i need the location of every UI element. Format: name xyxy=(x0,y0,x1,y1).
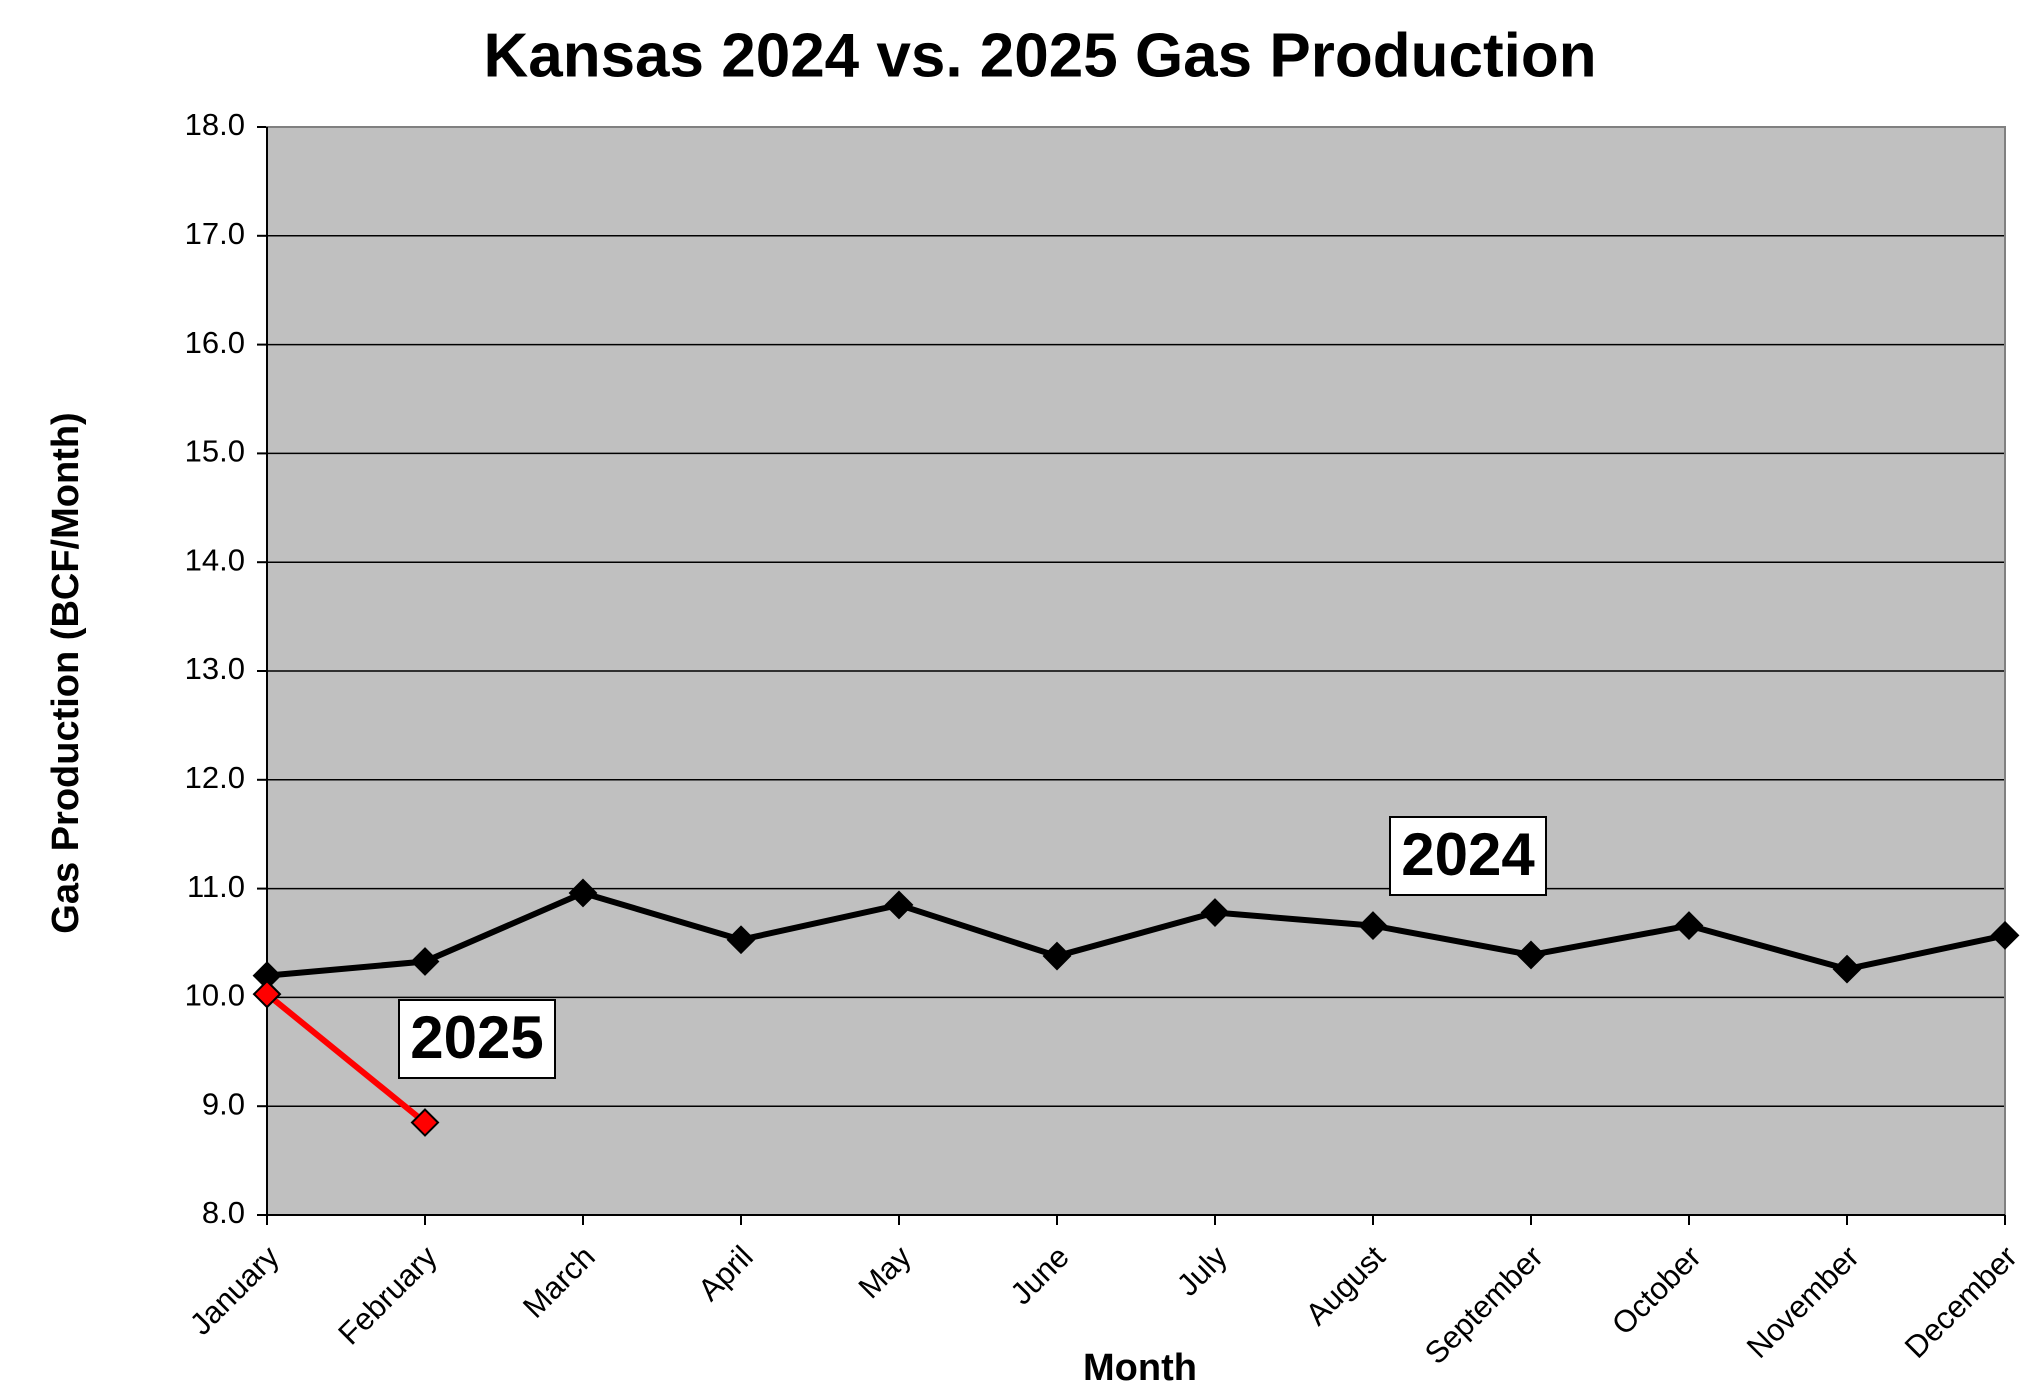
y-tick-label: 10.0 xyxy=(185,978,245,1013)
y-tick-label: 9.0 xyxy=(202,1086,245,1121)
marker xyxy=(1516,940,1546,970)
y-tick-label: 11.0 xyxy=(187,869,245,904)
x-tick-label: February xyxy=(331,1239,444,1352)
y-tick-label: 15.0 xyxy=(185,434,245,469)
y-tick-label: 14.0 xyxy=(185,542,245,577)
series-line xyxy=(265,991,427,1125)
series-label-box xyxy=(1389,816,1547,896)
marker xyxy=(884,890,914,920)
marker xyxy=(1200,898,1230,927)
marker xyxy=(1990,920,2020,950)
series-line xyxy=(266,889,2006,979)
y-tick-label: 18.0 xyxy=(185,107,245,142)
x-tick-label: October xyxy=(1605,1239,1708,1342)
marker xyxy=(410,947,440,976)
x-tick-label: September xyxy=(1418,1239,1550,1371)
marker xyxy=(1042,941,1072,971)
x-tick-label: May xyxy=(852,1239,919,1306)
marker xyxy=(1832,954,1862,984)
marker xyxy=(410,1108,440,1137)
x-tick-label: January xyxy=(183,1239,286,1342)
y-axis-label: Gas Production (BCF/Month) xyxy=(45,412,87,933)
series-label-box xyxy=(398,999,556,1079)
x-axis-label: Month xyxy=(1083,1347,1197,1389)
marker xyxy=(568,878,598,908)
chart-title: Kansas 2024 vs. 2025 Gas Production xyxy=(483,21,1596,90)
marker xyxy=(1358,911,1388,941)
x-tick-label: November xyxy=(1740,1239,1866,1365)
x-tick-label: April xyxy=(691,1239,760,1308)
x-tick-label: March xyxy=(516,1239,602,1325)
x-tick-label: August xyxy=(1299,1239,1392,1332)
y-tick-label: 8.0 xyxy=(202,1195,245,1230)
series-label: 2024 xyxy=(1401,821,1535,888)
x-tick-label: June xyxy=(1003,1239,1075,1311)
series-label: 2025 xyxy=(410,1004,543,1071)
y-tick-label: 13.0 xyxy=(185,651,245,686)
marker xyxy=(726,925,756,955)
y-tick-label: 12.0 xyxy=(185,760,245,795)
x-tick-label: December xyxy=(1898,1239,2020,1365)
x-tick-label: July xyxy=(1170,1239,1234,1303)
marker xyxy=(1674,911,1704,941)
marker xyxy=(252,979,282,1009)
y-tick-label: 17.0 xyxy=(185,216,245,251)
y-tick-label: 16.0 xyxy=(185,325,245,360)
